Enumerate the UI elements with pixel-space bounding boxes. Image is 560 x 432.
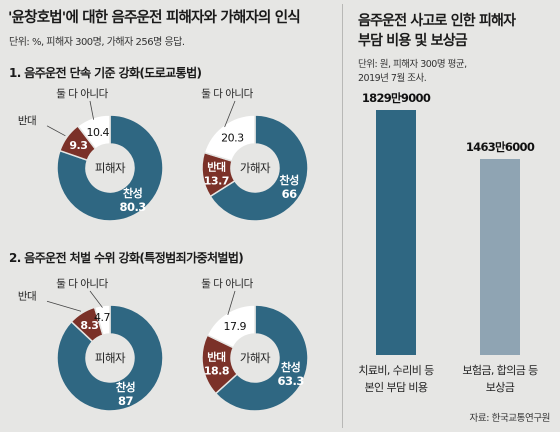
- donut-slice: [206, 304, 256, 349]
- slice-name-label: 둘 다 아니다: [56, 278, 108, 290]
- slice-name-label: 반대: [18, 290, 36, 302]
- slice-value-label: 4.7: [94, 311, 110, 324]
- leader-line: [227, 290, 236, 315]
- slice-name-label: 반대: [18, 115, 36, 127]
- slice-value-label: 87: [118, 394, 134, 408]
- donut-slice: [93, 304, 111, 336]
- left-panel-title: '윤창호법'에 대한 음주운전 피해자와 가해자의 인식: [8, 10, 301, 26]
- right-panel-title-line2: 부담 비용 및 보상금: [358, 33, 468, 49]
- bar-category-label: 본인 부담 비용: [364, 381, 429, 394]
- bar-value-label: 1829만9000: [361, 91, 431, 105]
- panel-divider: [342, 4, 343, 428]
- bar: [376, 110, 416, 355]
- slice-name-label: 둘 다 아니다: [201, 278, 253, 290]
- bar-value-label: 1463만6000: [465, 140, 535, 155]
- bar: [480, 159, 520, 355]
- leader-line: [89, 100, 95, 120]
- leader-line: [46, 125, 66, 137]
- donut-slice: [214, 304, 309, 412]
- slice-value-label: 13.7: [204, 174, 229, 187]
- slice-name-label: 찬성: [280, 173, 299, 187]
- donut-center-label: 가해자: [240, 351, 271, 365]
- leader-line: [46, 300, 82, 312]
- bar-category-label: 보상금: [485, 381, 515, 394]
- right-panel-unit-line2: 2019년 7월 조사.: [358, 73, 427, 84]
- slice-name-label: 찬성: [281, 360, 300, 374]
- bar-category-label: 치료비, 수리비 등: [358, 364, 434, 377]
- leader-line: [224, 100, 236, 128]
- source-note: 자료: 한국교통연구원: [469, 413, 551, 424]
- slice-name-label: 반대: [207, 351, 225, 364]
- slice-value-label: 63.3: [277, 374, 304, 388]
- slice-name-label: 둘 다 아니다: [201, 88, 253, 100]
- right-panel-title-line1: 음주운전 사고로 인한 피해자: [358, 13, 516, 29]
- slice-name-label: 둘 다 아니다: [56, 88, 108, 100]
- right-panel-unit-line1: 단위: 원, 피해자 300명 평균,: [358, 59, 467, 70]
- donut-center-label: 피해자: [95, 351, 126, 365]
- slice-value-label: 17.9: [223, 320, 246, 333]
- donut-center-label: 가해자: [240, 161, 271, 175]
- donut-slice: [203, 114, 256, 162]
- section-2-title: 2. 음주운전 처벌 수위 강화(특정범죄가중처벌법): [9, 251, 244, 265]
- slice-value-label: 9.3: [69, 139, 87, 152]
- donut-center-label: 피해자: [95, 161, 126, 175]
- leader-line: [89, 290, 103, 308]
- slice-value-label: 80.3: [119, 200, 146, 214]
- slice-value-label: 8.3: [80, 319, 98, 332]
- slice-value-label: 66: [282, 187, 298, 201]
- slice-name-label: 반대: [207, 160, 225, 173]
- donut-slice: [76, 114, 111, 150]
- left-panel-unit-note: 단위: %, 피해자 300명, 가해자 256명 응답.: [9, 37, 185, 48]
- slice-value-label: 20.3: [221, 131, 244, 144]
- donut-slice: [56, 304, 164, 412]
- section-1-title: 1. 음주운전 단속 기준 강화(도로교통법): [9, 66, 202, 80]
- slice-name-label: 찬성: [123, 186, 142, 200]
- donut-slice: [209, 114, 309, 222]
- bar-category-label: 보험금, 합의금 등: [462, 364, 538, 377]
- slice-value-label: 10.4: [87, 126, 110, 139]
- donut-slice: [56, 114, 164, 222]
- slice-name-label: 찬성: [116, 380, 135, 394]
- slice-value-label: 18.8: [204, 365, 229, 378]
